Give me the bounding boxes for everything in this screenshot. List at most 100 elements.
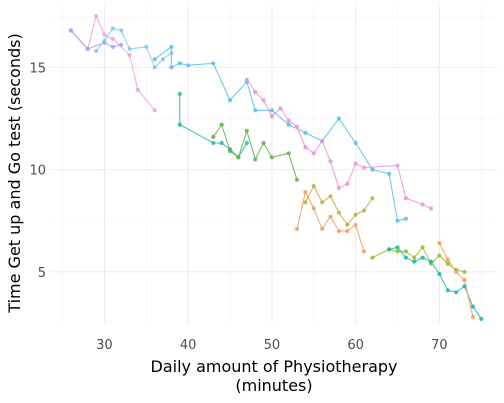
data-point [320, 226, 325, 231]
data-point [119, 42, 124, 48]
data-point [462, 284, 467, 289]
data-point [253, 157, 258, 162]
data-point [353, 222, 358, 227]
data-point [102, 32, 107, 37]
data-point [311, 151, 316, 156]
data-point [294, 177, 300, 182]
data-point [219, 140, 224, 146]
data-point [353, 161, 358, 166]
data-point [152, 57, 157, 62]
x-axis-title-line2: (minutes) [235, 376, 312, 395]
x-tick-label: 40 [180, 338, 197, 353]
x-tick-label: 60 [347, 338, 364, 353]
x-tick-labels: 30 40 50 60 70 [96, 338, 448, 353]
data-point [353, 140, 358, 146]
data-point [177, 122, 182, 127]
data-point [253, 108, 258, 113]
data-point [328, 214, 333, 219]
data-point [420, 245, 425, 250]
data-point [294, 124, 300, 129]
data-point [328, 194, 333, 199]
data-point [294, 226, 300, 231]
data-point [345, 181, 350, 186]
data-point [470, 314, 475, 319]
x-tick-label: 50 [264, 338, 281, 353]
data-point [361, 165, 367, 170]
y-tick-label: 10 [29, 164, 46, 179]
data-point [395, 245, 400, 250]
data-point [353, 212, 358, 217]
data-point [428, 206, 434, 211]
data-point [110, 44, 115, 50]
data-point [320, 138, 325, 144]
data-point [395, 249, 400, 254]
data-point [470, 304, 475, 309]
data-point [186, 63, 191, 68]
series-line [212, 123, 298, 180]
data-point [244, 128, 249, 133]
data-point [311, 183, 316, 189]
data-point [85, 46, 90, 52]
data-point [361, 249, 367, 254]
data-point [387, 171, 392, 176]
data-point [370, 196, 375, 201]
x-tick-label: 70 [431, 338, 448, 353]
data-point [169, 44, 174, 50]
data-point [412, 255, 417, 260]
series-points [68, 14, 484, 321]
data-point [403, 196, 408, 201]
data-point [336, 228, 341, 234]
data-point [269, 108, 274, 113]
data-point [227, 98, 233, 103]
data-point [437, 241, 442, 246]
data-point [395, 163, 400, 168]
data-point [454, 290, 459, 295]
data-point [403, 249, 408, 254]
data-point [403, 216, 408, 221]
data-point [445, 257, 450, 262]
data-point [152, 108, 157, 113]
data-point [68, 28, 73, 33]
data-point [311, 206, 316, 211]
data-point [445, 288, 450, 293]
y-tick-labels: 5 10 15 [29, 61, 46, 281]
y-axis-title: Time Get up and Go test (seconds) [5, 33, 24, 313]
data-point [144, 44, 149, 50]
data-point [211, 134, 216, 139]
data-point [127, 53, 132, 58]
data-point [303, 190, 308, 195]
data-point [236, 155, 241, 160]
data-point [286, 118, 291, 123]
data-point [345, 228, 350, 234]
data-point [303, 200, 308, 205]
data-point [269, 155, 274, 160]
data-point [320, 200, 325, 205]
data-point [127, 46, 132, 52]
data-point [211, 140, 216, 146]
data-point [94, 48, 99, 54]
x-axis-title: Daily amount of Physiotherapy [151, 357, 398, 376]
data-point [445, 261, 450, 266]
data-point [135, 87, 140, 92]
data-point [169, 65, 174, 70]
data-point [370, 167, 375, 172]
data-point [94, 14, 99, 19]
data-point [336, 210, 341, 215]
data-point [395, 218, 400, 223]
data-point [219, 122, 224, 127]
data-point [387, 247, 392, 252]
data-point [102, 38, 107, 43]
data-point [227, 149, 233, 154]
data-point [261, 98, 266, 103]
data-point [336, 185, 341, 191]
data-point [269, 114, 274, 119]
data-point [244, 77, 249, 82]
data-point [303, 145, 308, 150]
data-point [454, 269, 459, 274]
y-tick-label: 15 [29, 61, 46, 76]
data-point [420, 255, 425, 260]
data-point [253, 89, 258, 94]
data-point [303, 130, 308, 135]
